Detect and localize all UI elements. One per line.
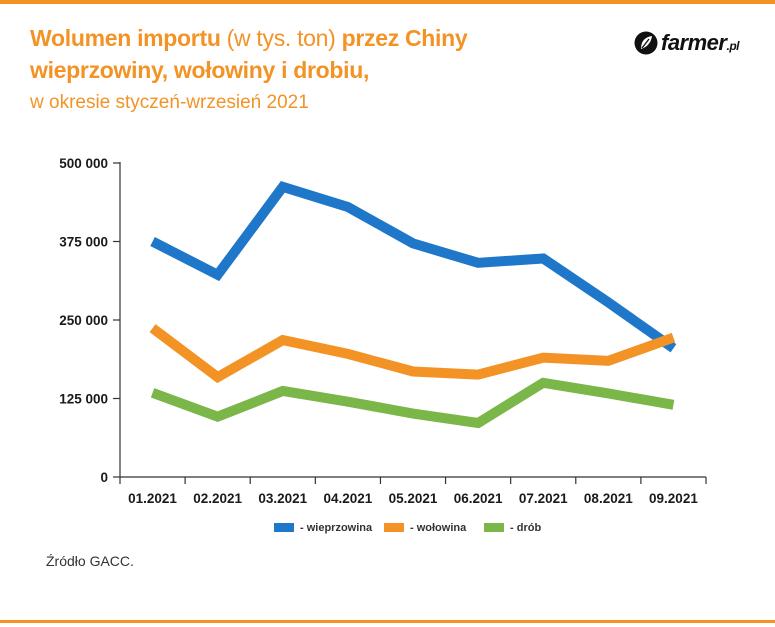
- series-line-1: [149, 324, 676, 384]
- chart-axes: 0 125 000 250 000 375 000 500 000 01.2021 02.2…: [59, 156, 707, 506]
- series-line-2: [150, 377, 675, 429]
- x-tick-label: 02.2021: [193, 491, 242, 506]
- chart-title-block: Wolumen importu (w tys. ton) przez Chiny…: [30, 22, 468, 118]
- title-bold-part: Wolumen importu: [30, 25, 221, 51]
- legend-label-1: - wołowina: [410, 522, 467, 534]
- chart-subtitle: w okresie styczeń-wrzesień 2021: [30, 92, 309, 113]
- logo-word: farmer: [661, 30, 727, 55]
- x-tick-label: 03.2021: [258, 491, 307, 506]
- leaf-icon: [634, 31, 658, 55]
- chart-series-lines: [149, 181, 677, 429]
- x-tick-label: 04.2021: [323, 491, 372, 506]
- x-tick-label: 06.2021: [454, 491, 503, 506]
- top-accent-bar: [0, 0, 775, 4]
- y-tick-label: 125 000: [59, 392, 108, 407]
- y-tick-label: 250 000: [59, 313, 108, 328]
- series-line-0: [150, 181, 677, 353]
- title-bold-part-2: przez Chiny: [341, 25, 468, 51]
- title-line-1: Wolumen importu (w tys. ton) przez Chiny: [30, 22, 468, 54]
- legend-swatch-2: [484, 523, 504, 532]
- title-line-2: wieprzowiny, wołowiny i drobiu,: [30, 57, 370, 83]
- x-tick-label: 08.2021: [584, 491, 633, 506]
- legend-swatch-0: [274, 523, 294, 532]
- bottom-accent-bar: [0, 620, 775, 623]
- logo-text: farmer.pl: [661, 30, 739, 56]
- x-tick-label: 09.2021: [649, 491, 698, 506]
- y-tick-label: 375 000: [59, 235, 108, 250]
- legend-swatch-1: [384, 523, 404, 532]
- x-tick-label: 05.2021: [389, 491, 438, 506]
- x-tick-label: 07.2021: [519, 491, 568, 506]
- chart-legend: - wieprzowina - wołowina - drób: [274, 522, 541, 534]
- title-unit-part: (w tys. ton): [220, 25, 342, 51]
- x-tick-label: 01.2021: [128, 491, 177, 506]
- legend-label-0: - wieprzowina: [300, 522, 373, 534]
- y-tick-label: 500 000: [59, 156, 108, 171]
- farmer-logo: farmer.pl: [634, 30, 739, 56]
- legend-label-2: - drób: [510, 522, 541, 534]
- source-note: Źródło GACC.: [46, 553, 134, 569]
- y-tick-label: 0: [100, 470, 108, 485]
- logo-suffix: .pl: [726, 39, 739, 53]
